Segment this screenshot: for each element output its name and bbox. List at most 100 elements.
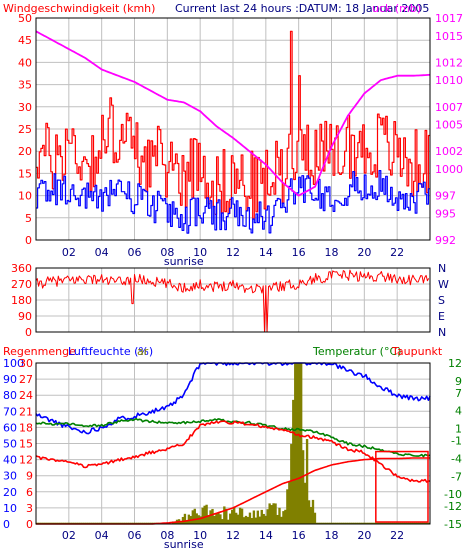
humidity-y-tick-label: 80 [3, 389, 17, 402]
solar-bar [388, 522, 391, 524]
temperature-y-tick-label: 4 [455, 405, 462, 418]
rain-y-tick-label: 24 [19, 389, 33, 402]
rain-y-tick-label: 18 [19, 421, 33, 434]
solar-bar [372, 522, 376, 524]
solar-bar [331, 522, 334, 524]
solar-bar [368, 522, 372, 524]
solar-bar [248, 512, 252, 524]
temperature-y-tick-label: 7 [455, 387, 462, 400]
solar-bar [199, 516, 202, 524]
solar-bar [207, 515, 210, 524]
solar-bar [355, 522, 358, 524]
x-tick-label: 08 [160, 246, 174, 259]
solar-bar [181, 516, 185, 524]
solar-bar [262, 513, 265, 524]
humidity-temperature-panel: 0 10 20 30 40 50 60 70 80 90 100 0 3 6 9 12 15 18 21 24 27 30… [3, 357, 462, 551]
rain-y-tick-label: 21 [19, 405, 33, 418]
rain-y-tick-label: 12 [19, 454, 33, 467]
solar-bar [268, 503, 271, 524]
solar-bar [337, 522, 340, 524]
solar-bar [347, 522, 350, 524]
temperature-y-tick-label: 12 [448, 357, 462, 370]
temperature-y-tick-label: 1 [455, 423, 462, 436]
solar-bar [426, 522, 429, 524]
x-tick-label: 20 [357, 246, 371, 259]
solar-bar [404, 522, 407, 524]
solar-bar [278, 507, 281, 524]
solar-bar [231, 509, 234, 524]
solar-bar [203, 505, 206, 524]
x-tick-label: 16 [292, 529, 306, 542]
solar-bar [242, 517, 246, 524]
pressure-y-tick-label: 995 [435, 207, 456, 220]
solar-bar [345, 522, 348, 524]
solar-bar [394, 522, 397, 524]
temperature-label: Temperatur (°C) [312, 345, 401, 358]
solar-bar [288, 481, 291, 524]
solar-bar [370, 522, 374, 524]
wind-y-tick-label: 10 [18, 190, 32, 203]
solar-bar [357, 522, 360, 524]
solar-bar [311, 499, 315, 524]
solar-bar [329, 522, 332, 524]
pressure-y-tick-label: 1017 [435, 12, 463, 25]
solar-bar [211, 508, 214, 524]
direction-series [35, 269, 430, 333]
solar-bar [420, 522, 423, 524]
solar-bar [402, 522, 405, 524]
compass-tick-label: N [438, 262, 446, 275]
dewpoint-series [35, 420, 431, 483]
rain-y-tick-label: 30 [19, 357, 33, 370]
solar-bar [408, 522, 411, 524]
temperature-y-tick-label: -12 [444, 500, 462, 513]
direction-plot-frame [35, 267, 431, 333]
humidity-plot-frame [35, 362, 431, 525]
solar-bar [323, 522, 326, 524]
sunrise-label: sunrise [164, 255, 204, 268]
solar-bar [284, 509, 287, 524]
wind-y-tick-label: 45 [18, 34, 32, 47]
solar-bar [299, 363, 303, 524]
x-tick-label: 04 [95, 529, 109, 542]
solar-bar [303, 482, 307, 524]
solar-bar [193, 508, 196, 524]
solar-bar [305, 439, 309, 524]
solar-bar [272, 503, 275, 524]
solar-bar [254, 517, 258, 524]
solar-bar [424, 522, 427, 524]
wind-y-tick-label: 30 [18, 101, 32, 114]
pressure-y-tick-label: 1010 [435, 74, 463, 87]
solar-bar [428, 522, 431, 524]
solar-bar [309, 506, 313, 524]
solar-bar [209, 510, 212, 524]
temperature-y-tick-label: -1 [451, 435, 462, 448]
solar-bar [398, 522, 401, 524]
temperature-y-tick-label: -10 [444, 488, 462, 501]
x-tick-label: 02 [62, 529, 76, 542]
humidity-y-tick-label: 0 [3, 518, 10, 531]
solar-bar [215, 513, 218, 524]
solar-bar [234, 512, 238, 524]
solar-bar [307, 500, 311, 524]
solar-bar [351, 522, 354, 524]
solar-bar [384, 522, 388, 524]
solar-bar [313, 512, 317, 524]
x-tick-label: 14 [259, 246, 273, 259]
wind-plot-frame [35, 17, 431, 241]
pressure-y-tick-label: 1007 [435, 101, 463, 114]
solar-bar [213, 515, 216, 524]
wind-y-tick-label: 0 [25, 234, 32, 247]
humidity-label: Luftfeuchte (%) [68, 345, 153, 358]
humidity-y-tick-label: 100 [3, 357, 24, 370]
wind-panel: 0510152025303540455099299599710001002100… [18, 12, 463, 268]
solar-bar [315, 522, 319, 524]
pressure-y-tick-label: 992 [435, 234, 456, 247]
wind-y-tick-label: 50 [18, 12, 32, 25]
solar-bar [187, 514, 191, 524]
temperature-y-tick-label: 9 [455, 375, 462, 388]
solar-bar [236, 514, 240, 524]
solar-bar [179, 521, 183, 524]
solar-bar [292, 399, 295, 524]
x-tick-label: 04 [95, 246, 109, 259]
